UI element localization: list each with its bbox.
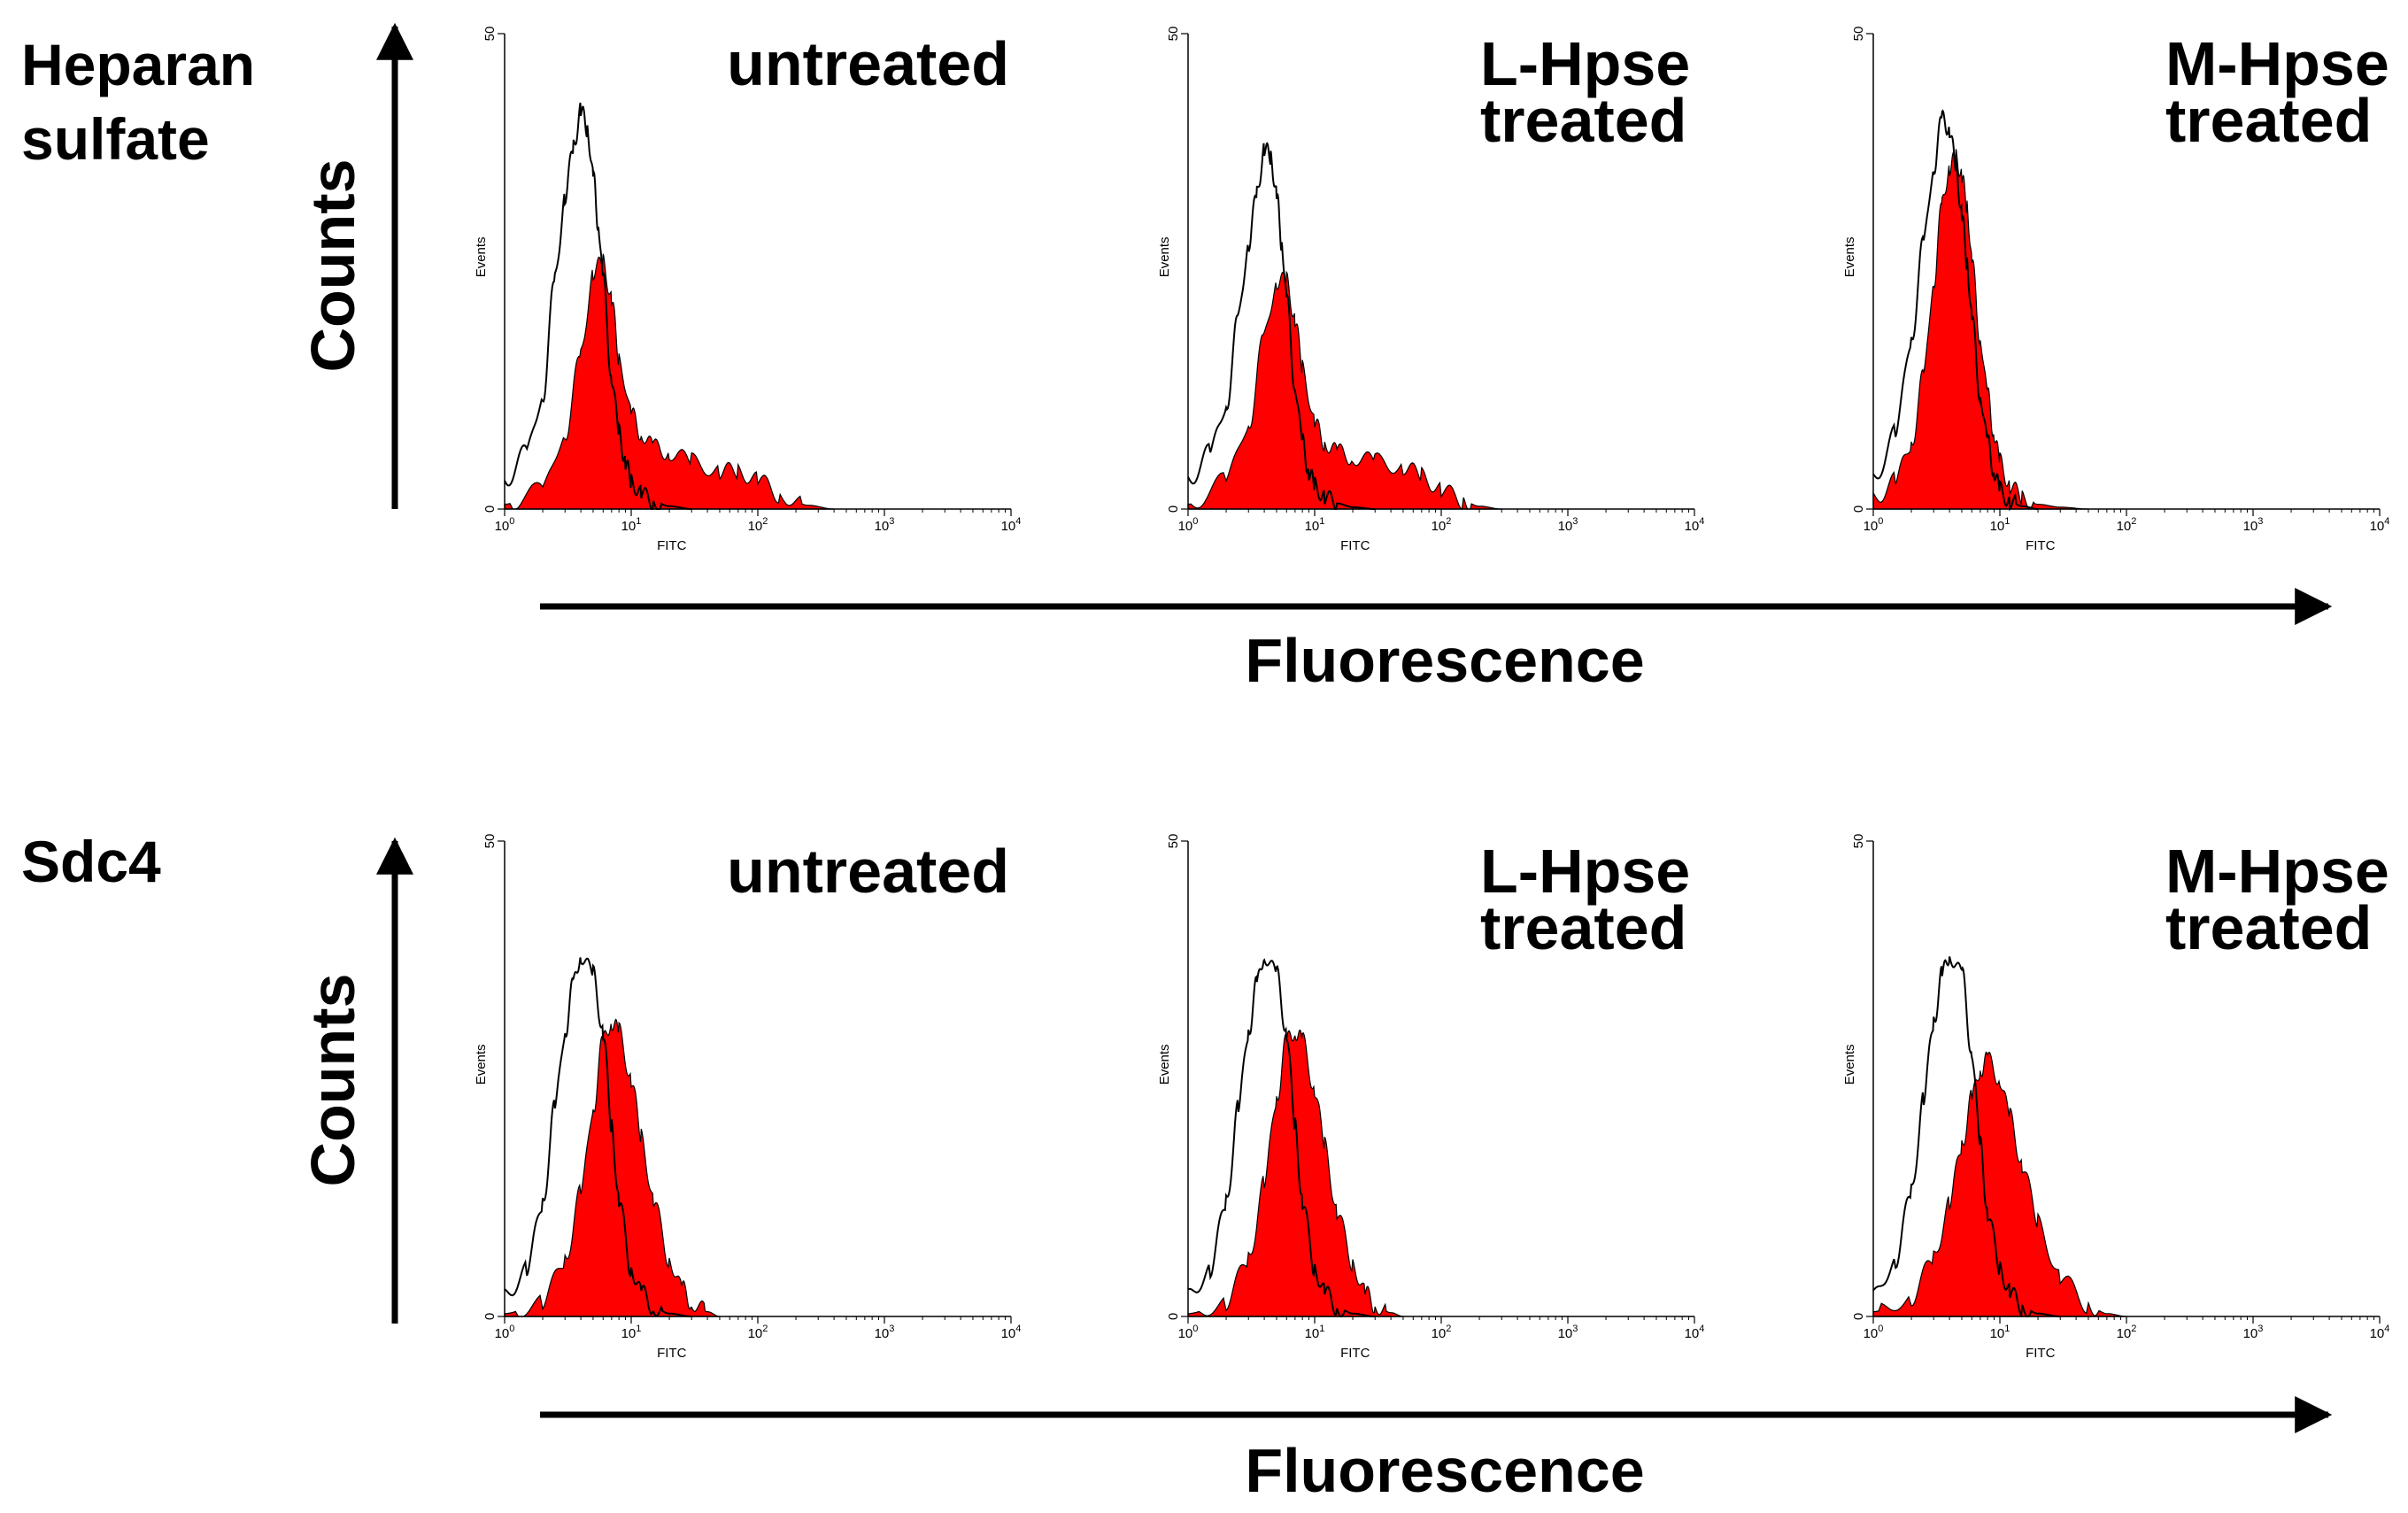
x-tick-label: 101 <box>1990 1324 2011 1341</box>
x-tick-label: 104 <box>1685 1324 1705 1341</box>
x-tick-label: 100 <box>1178 1324 1199 1341</box>
y-tick-label: 50 <box>1851 834 1866 849</box>
histogram-panel-3: 0 50 Events 100 101 102 103 104 FITC M-Hpsetreate… <box>1842 27 2389 553</box>
y-axis-label: Events <box>474 1044 489 1085</box>
histogram-panel-5: 0 50 Events 100 101 102 103 104 FITC L-Hpsetreate… <box>1157 834 1704 1361</box>
x-tick-label: 104 <box>2370 516 2390 534</box>
panel-title-line1: L-Hpse <box>1480 837 1690 906</box>
x-tick-label: 101 <box>1305 1324 1325 1341</box>
x-axis-label: FITC <box>1340 1346 1370 1361</box>
y-axis-label: Events <box>1842 236 1857 277</box>
panel-title-line2: treated <box>2165 893 2372 962</box>
fluorescence-label-row2: Fluorescence <box>1245 1436 1644 1505</box>
x-tick-label: 103 <box>875 516 895 534</box>
histogram-panel-2: 0 50 Events 100 101 102 103 104 FITC L-Hpsetreate… <box>1157 27 1704 553</box>
counts-label-row2: Counts <box>298 973 367 1186</box>
stained-histogram-fill <box>1872 149 2088 510</box>
y-tick-label: 50 <box>1166 27 1181 42</box>
y-tick-label: 50 <box>482 27 498 42</box>
panel-title-line2: treated <box>2165 86 2372 155</box>
stained-histogram-fill <box>504 253 835 510</box>
x-tick-label: 100 <box>495 516 515 534</box>
x-axis-label: FITC <box>657 1346 686 1361</box>
x-tick-label: 104 <box>1001 1324 1022 1341</box>
x-tick-label: 100 <box>1864 1324 1884 1341</box>
y-tick-label: 0 <box>1166 506 1181 513</box>
x-tick-label: 102 <box>2117 516 2137 534</box>
y-tick-label: 0 <box>1851 1313 1866 1320</box>
x-axis-label: FITC <box>1340 538 1370 553</box>
x-tick-label: 101 <box>1305 516 1325 534</box>
y-axis-label: Events <box>474 236 489 277</box>
histogram-panel-6: 0 50 Events 100 101 102 103 104 FITC M-Hpsetreate… <box>1842 834 2389 1361</box>
y-tick-label: 0 <box>482 506 498 513</box>
x-tick-label: 104 <box>1685 516 1705 534</box>
x-axis-label: FITC <box>2026 1346 2055 1361</box>
x-tick-label: 103 <box>1558 516 1578 534</box>
histogram-panel-1: 0 50 Events 100 101 102 103 104 FITC untreated <box>474 27 1021 553</box>
y-axis-label: Events <box>1157 236 1172 277</box>
y-tick-label: 0 <box>1851 506 1866 513</box>
x-tick-label: 103 <box>1558 1324 1578 1341</box>
x-tick-label: 102 <box>748 516 768 534</box>
x-tick-label: 102 <box>2117 1324 2137 1341</box>
histogram-panel-4: 0 50 Events 100 101 102 103 104 FITC untreated <box>474 834 1021 1361</box>
control-histogram-line <box>1872 109 2038 512</box>
x-axis-label: FITC <box>657 538 686 553</box>
x-tick-label: 102 <box>748 1324 768 1341</box>
control-histogram-line <box>504 957 692 1317</box>
stained-histogram-fill <box>1187 1029 1404 1317</box>
panel-title-line1: untreated <box>727 837 1009 906</box>
stained-histogram-fill <box>504 1018 721 1317</box>
control-histogram-line <box>504 102 692 510</box>
control-histogram-line <box>1872 956 2061 1318</box>
x-tick-label: 101 <box>621 516 642 534</box>
histogram-panels: 0 50 Events 100 101 102 103 104 FITC untreated 0 50… <box>474 27 2389 1361</box>
panel-title-line1: M-Hpse <box>2165 29 2389 98</box>
fluorescence-label-row1: Fluorescence <box>1245 626 1644 695</box>
y-axis-label: Events <box>1157 1044 1172 1085</box>
row-label-sdc4: Sdc4 <box>21 829 161 894</box>
x-axis-label: FITC <box>2026 538 2055 553</box>
y-tick-label: 50 <box>1166 834 1181 849</box>
row-label-heparan-sulfate-line1: Heparan <box>21 32 255 97</box>
y-tick-label: 50 <box>1851 27 1866 42</box>
x-tick-label: 100 <box>1178 516 1199 534</box>
panel-title-line1: untreated <box>727 29 1009 98</box>
x-tick-label: 100 <box>1864 516 1884 534</box>
counts-label-row1: Counts <box>298 158 367 372</box>
row-label-heparan-sulfate-line2: sulfate <box>21 106 210 172</box>
y-tick-label: 0 <box>1166 1313 1181 1320</box>
stained-histogram-fill <box>1187 270 1502 511</box>
panel-title-line2: treated <box>1480 86 1686 155</box>
panel-title-line1: M-Hpse <box>2165 837 2389 906</box>
panel-title-line2: treated <box>1480 893 1686 962</box>
x-tick-label: 102 <box>1432 1324 1452 1341</box>
x-tick-label: 104 <box>2370 1324 2390 1341</box>
x-tick-label: 101 <box>621 1324 642 1341</box>
y-axis-label: Events <box>1842 1044 1857 1085</box>
x-tick-label: 103 <box>875 1324 895 1341</box>
x-tick-label: 103 <box>2243 1324 2264 1341</box>
x-tick-label: 101 <box>1990 516 2011 534</box>
x-tick-label: 104 <box>1001 516 1022 534</box>
y-tick-label: 50 <box>482 834 498 849</box>
panel-title-line1: L-Hpse <box>1480 29 1690 98</box>
x-tick-label: 102 <box>1432 516 1452 534</box>
control-histogram-line <box>1187 958 1376 1318</box>
control-histogram-line <box>1187 142 1376 510</box>
x-tick-label: 100 <box>495 1324 515 1341</box>
stained-histogram-fill <box>1872 1051 2126 1317</box>
x-tick-label: 103 <box>2243 516 2264 534</box>
y-tick-label: 0 <box>482 1313 498 1320</box>
